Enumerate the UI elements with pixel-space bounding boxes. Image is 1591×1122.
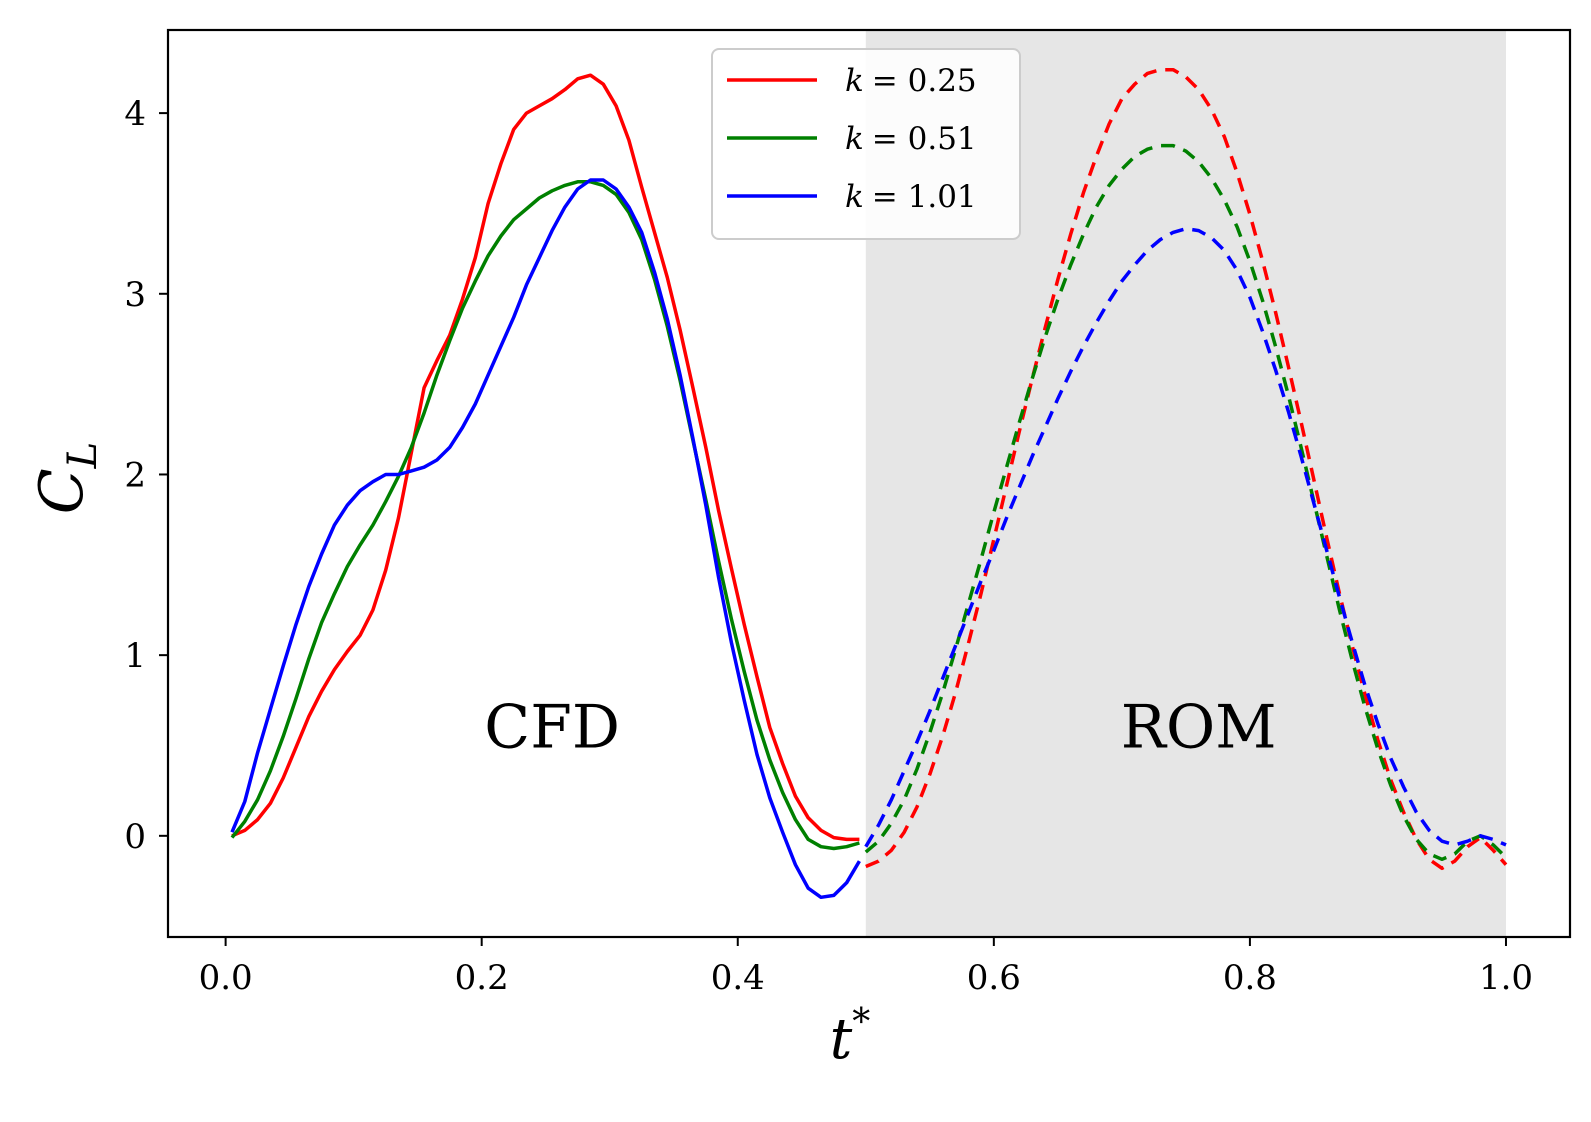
rom-annotation: ROM [1121, 692, 1277, 762]
y-tick-label: 0 [124, 817, 146, 857]
series-layer [230, 67, 1508, 900]
y-axis-label-main: C [27, 468, 97, 514]
y-axis-ticks: 0 1 2 3 4 [124, 94, 168, 857]
legend-label-k101: k = 1.01 [845, 179, 977, 215]
y-tick-label: 2 [124, 455, 146, 495]
cfd-annotation: CFD [484, 692, 620, 762]
plot-frame [166, 28, 1572, 939]
x-tick-label: 0.0 [199, 958, 253, 998]
legend: k = 0.25 k = 0.51 k = 1.01 [711, 48, 1021, 240]
y-tick-label: 4 [124, 94, 146, 134]
x-axis-ticks: 0.0 0.2 0.4 0.6 0.8 1.0 [199, 937, 1533, 998]
x-tick-label: 0.8 [1223, 958, 1277, 998]
x-axis-label-main: t [830, 1007, 853, 1072]
y-axis-label: CL [27, 442, 106, 514]
x-axis-label: t* [830, 1002, 871, 1072]
y-tick-label: 1 [124, 636, 146, 676]
series-line-k101-rom [864, 226, 1507, 848]
series-line-k101-cfd [230, 178, 861, 900]
x-tick-label: 0.4 [711, 958, 765, 998]
x-tick-label: 0.6 [967, 958, 1021, 998]
x-tick-label: 1.0 [1479, 958, 1533, 998]
series-line-k051-cfd [230, 180, 860, 851]
x-axis-label-superscript: * [852, 1002, 870, 1043]
series-line-k051-rom [864, 143, 1508, 862]
legend-box [711, 48, 1021, 240]
y-tick-label: 3 [124, 275, 146, 315]
series-line-k025-cfd [231, 73, 860, 842]
x-tick-label: 0.2 [455, 958, 509, 998]
legend-label-k051: k = 0.51 [845, 121, 977, 157]
legend-label-k025: k = 0.25 [845, 63, 977, 99]
y-axis-label-subscript: L [60, 442, 106, 470]
